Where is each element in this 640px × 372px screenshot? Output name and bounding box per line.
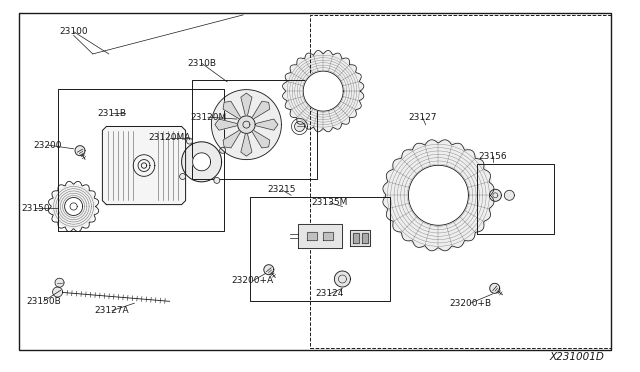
Text: 23135M: 23135M (312, 198, 348, 207)
Polygon shape (353, 233, 358, 243)
Polygon shape (303, 71, 343, 111)
Polygon shape (250, 128, 269, 148)
Text: 23102: 23102 (309, 79, 337, 88)
Text: 23200+B: 23200+B (449, 299, 492, 308)
Polygon shape (193, 153, 211, 171)
Polygon shape (490, 283, 500, 293)
Circle shape (220, 147, 226, 153)
Text: 23127: 23127 (408, 113, 436, 122)
Polygon shape (408, 165, 468, 225)
Polygon shape (298, 224, 342, 248)
Circle shape (214, 177, 220, 183)
Polygon shape (307, 232, 317, 240)
Polygon shape (335, 271, 351, 287)
Polygon shape (504, 190, 515, 200)
Polygon shape (211, 90, 282, 160)
Text: 23150B: 23150B (26, 297, 61, 306)
Polygon shape (75, 146, 85, 155)
Polygon shape (215, 119, 241, 130)
Text: 23100: 23100 (60, 27, 88, 36)
Polygon shape (182, 142, 221, 182)
Polygon shape (52, 185, 95, 228)
Text: 23120MA: 23120MA (148, 133, 191, 142)
Text: 23150: 23150 (21, 204, 49, 213)
Polygon shape (362, 233, 367, 243)
Text: 23127A: 23127A (95, 306, 129, 315)
Polygon shape (237, 116, 255, 134)
Polygon shape (294, 122, 305, 131)
Text: 23120M: 23120M (190, 113, 226, 122)
Polygon shape (55, 278, 64, 287)
Text: 23200+A: 23200+A (232, 276, 274, 285)
Polygon shape (323, 232, 333, 240)
Polygon shape (384, 141, 493, 250)
Polygon shape (102, 126, 186, 205)
Polygon shape (241, 93, 252, 120)
Circle shape (180, 173, 186, 180)
Text: 23200: 23200 (34, 141, 62, 150)
Polygon shape (264, 265, 274, 275)
Polygon shape (349, 230, 370, 246)
Polygon shape (65, 198, 83, 215)
Polygon shape (284, 52, 362, 130)
Text: 23215: 23215 (268, 185, 296, 194)
Text: 2310B: 2310B (187, 59, 216, 68)
Text: 23156: 23156 (479, 152, 507, 161)
Polygon shape (223, 101, 243, 121)
Polygon shape (252, 119, 278, 130)
Text: 23124: 23124 (316, 289, 344, 298)
Polygon shape (223, 128, 243, 148)
Text: X231001D: X231001D (550, 352, 605, 362)
Polygon shape (52, 287, 63, 297)
Polygon shape (490, 189, 501, 201)
Polygon shape (250, 101, 269, 121)
Circle shape (186, 138, 193, 144)
Polygon shape (241, 129, 252, 156)
Text: 2311B: 2311B (97, 109, 127, 118)
